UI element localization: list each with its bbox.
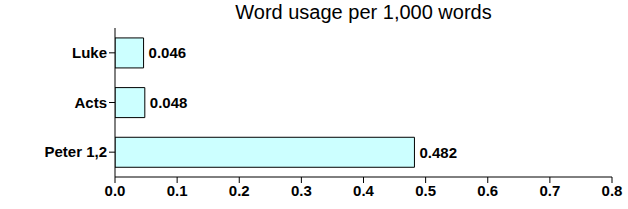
svg-text:0.7: 0.7 bbox=[539, 182, 560, 199]
svg-text:0.8: 0.8 bbox=[602, 182, 623, 199]
svg-text:0.5: 0.5 bbox=[415, 182, 436, 199]
html-text:Word usage per 1,000 words: Word usage per 1,000 words bbox=[235, 1, 492, 23]
svg-text:Luke: Luke bbox=[72, 44, 107, 61]
svg-text:0.3: 0.3 bbox=[291, 182, 312, 199]
svg-text:0.4: 0.4 bbox=[353, 182, 375, 199]
svg-text:Acts: Acts bbox=[74, 94, 107, 111]
svg-text:0.0: 0.0 bbox=[105, 182, 126, 199]
svg-text:0.048: 0.048 bbox=[150, 94, 188, 111]
svg-text:0.2: 0.2 bbox=[229, 182, 250, 199]
svg-text:Peter 1,2: Peter 1,2 bbox=[44, 143, 107, 160]
svg-text:0.046: 0.046 bbox=[149, 44, 187, 61]
svg-text:0.1: 0.1 bbox=[167, 182, 188, 199]
svg-text:0.482: 0.482 bbox=[419, 144, 457, 161]
svg-text:0.6: 0.6 bbox=[477, 182, 498, 199]
